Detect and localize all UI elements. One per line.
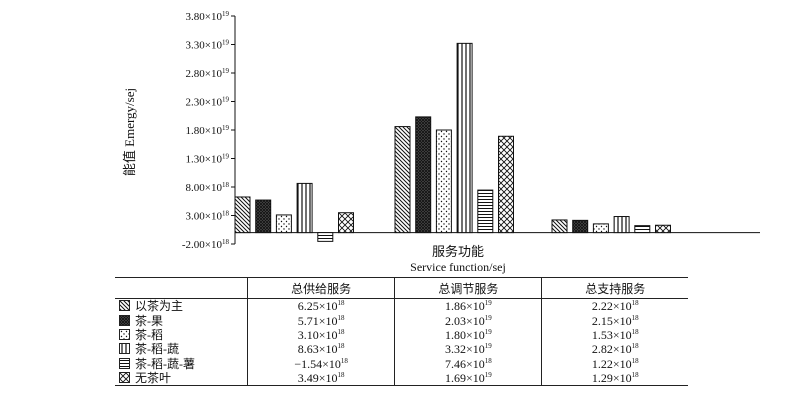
y-tick-label: 1.80×1019	[186, 124, 230, 137]
bar-0-1	[255, 199, 272, 234]
legend-entry: 无茶叶	[115, 370, 248, 387]
table-row: 茶-稻-蔬 8.63×1018 3.32×1019 2.82×1018	[115, 342, 688, 357]
table-cell-value: 1.69×1019	[394, 370, 542, 387]
table-cell-value: 1.29×1018	[541, 370, 688, 387]
table-row: 茶-稻 3.10×1018 1.80×1019 1.53×1018	[115, 327, 688, 343]
table-header-support: 总支持服务	[541, 277, 688, 299]
table-cell-value: 3.32×1019	[394, 342, 542, 357]
y-tick-label: 8.00×1018	[186, 181, 230, 194]
bar-2-2	[592, 223, 609, 234]
bar-0-2	[275, 214, 292, 234]
table-cell-value: 3.49×1018	[246, 370, 395, 387]
table-body: 以茶为主 6.25×1018 1.86×1019 2.22×1018 茶-果 5.71×1…	[115, 298, 688, 387]
legend-label: 茶-稻	[135, 327, 163, 342]
y-tick-label: 1.30×1019	[186, 153, 230, 166]
table-cell-value: 7.46×1018	[394, 356, 542, 371]
y-tick-label: -2.00×1018	[182, 238, 230, 251]
bar-2-0	[551, 219, 568, 234]
bar-2-3	[613, 216, 630, 234]
x-axis-label: 服务功能	[432, 244, 484, 259]
bar-0-4	[317, 232, 334, 242]
bar-0-5	[338, 212, 354, 234]
table-header-supply: 总供给服务	[246, 277, 395, 299]
legend-swatch	[119, 343, 130, 355]
y-tick-label: 3.00×1018	[186, 210, 230, 223]
legend-entry: 茶-果	[115, 313, 248, 328]
table-cell-value: 1.86×1019	[394, 298, 542, 314]
legend-label: 茶-果	[135, 313, 163, 328]
legend-entry: 茶-稻-蔬	[115, 342, 248, 356]
legend-entry: 茶-稻-蔬-薯	[115, 357, 248, 371]
bar-2-4	[634, 225, 651, 234]
table-cell-value: 2.15×1018	[541, 313, 688, 328]
y-axis: -2.00×1018 3.00×1018 8.00×1018 1.30×1019 1.8…	[182, 10, 760, 251]
bar-0-0	[234, 196, 251, 234]
bar-1-4	[477, 189, 494, 234]
table-cell-value: 8.63×1018	[246, 342, 395, 357]
legend-entry: 茶-稻	[115, 328, 248, 342]
table-cell-value: 2.22×1018	[541, 298, 688, 314]
bar-1-2	[435, 129, 452, 234]
y-tick-label: 3.30×1019	[186, 39, 230, 52]
legend-swatch	[119, 300, 130, 312]
y-tick-label: 3.80×1019	[186, 10, 230, 23]
bar-2-5	[655, 224, 671, 234]
table-cell-value: 1.80×1019	[394, 327, 542, 343]
bar-1-3	[456, 42, 473, 234]
table-row: 以茶为主 6.25×1018 1.86×1019 2.22×1018	[115, 298, 688, 314]
bar-1-5	[498, 135, 514, 234]
data-table: 总供给服务 总调节服务 总支持服务 以茶为主 6.25×1018 1.86×1019…	[115, 277, 688, 387]
table-cell-value: 1.22×1018	[541, 356, 688, 371]
table-row: 茶-稻-蔬-薯 −1.54×1018 7.46×1018 1.22×1018	[115, 356, 688, 371]
legend-swatch	[119, 372, 130, 384]
bar-1-1	[415, 116, 432, 234]
legend-label: 无茶叶	[135, 371, 172, 386]
legend-label: 茶-稻-蔬	[135, 342, 179, 357]
table-cell-value: −1.54×1018	[246, 356, 395, 371]
bar-0-3	[296, 182, 313, 234]
legend-swatch	[119, 314, 130, 326]
bars	[234, 42, 671, 242]
y-axis-label: 能值 Emergy/sej	[122, 88, 137, 176]
table-header-regulation: 总调节服务	[394, 277, 542, 299]
table-cell-value: 2.03×1019	[394, 313, 542, 328]
y-tick-label: 2.80×1019	[186, 67, 230, 80]
legend-label: 茶-稻-蔬-薯	[135, 356, 195, 371]
legend-swatch	[119, 328, 130, 340]
table-header-row: 总供给服务 总调节服务 总支持服务	[115, 277, 688, 299]
table-cell-value: 2.82×1018	[541, 342, 688, 357]
legend-swatch	[119, 357, 130, 369]
bar-chart: -2.00×1018 3.00×1018 8.00×1018 1.30×1019 1.8…	[122, 10, 760, 274]
table-cell-value: 5.71×1018	[246, 313, 395, 328]
table-cell-value: 6.25×1018	[246, 298, 395, 314]
table-header-empty	[115, 277, 248, 299]
table-row: 茶-果 5.71×1018 2.03×1019 2.15×1018	[115, 313, 688, 328]
table-row: 无茶叶 3.49×1018 1.69×1019 1.29×1018	[115, 370, 688, 387]
table-cell-value: 1.53×1018	[541, 327, 688, 343]
x-axis-label-en: Service function/sej	[410, 260, 506, 274]
bar-1-0	[394, 126, 411, 234]
legend-label: 以茶为主	[135, 299, 184, 314]
bar-2-1	[572, 219, 589, 234]
table-cell-value: 3.10×1018	[246, 327, 395, 343]
y-tick-label: 2.30×1019	[186, 96, 230, 109]
legend-entry: 以茶为主	[115, 299, 248, 314]
